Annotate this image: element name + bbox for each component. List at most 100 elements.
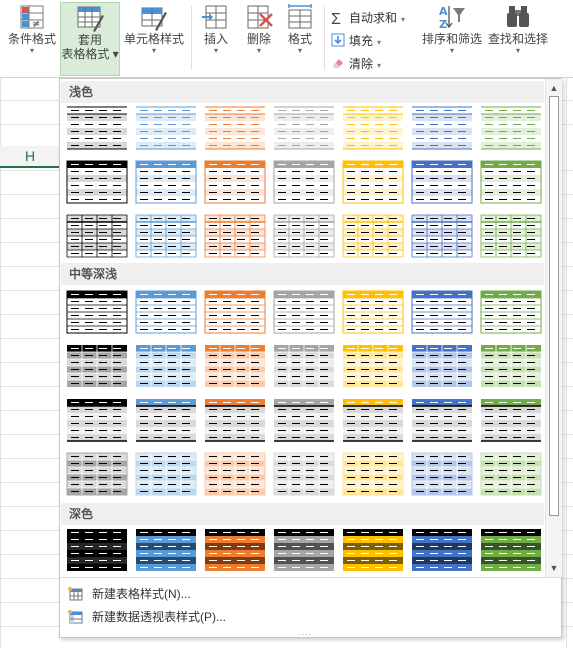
table-style-tile[interactable] (135, 527, 197, 572)
table-style-tile[interactable] (135, 159, 197, 204)
table-style-tile[interactable] (66, 527, 128, 572)
sort-filter-button[interactable]: A Z 排序和筛选 ▾ (419, 2, 485, 72)
table-style-tile[interactable] (66, 105, 128, 150)
column-header-h[interactable]: H (0, 146, 60, 168)
new-table-style-icon (68, 586, 84, 601)
table-style-tile[interactable] (342, 343, 404, 388)
table-style-tile[interactable] (480, 159, 542, 204)
gridline (0, 78, 1, 648)
table-style-tile[interactable] (411, 213, 473, 258)
table-style-tile[interactable] (204, 105, 266, 150)
insert-button[interactable]: 插入 ▾ (196, 2, 236, 72)
table-style-preview (205, 529, 265, 571)
table-style-tile[interactable] (480, 527, 542, 572)
table-style-tile[interactable] (273, 159, 335, 204)
table-style-preview (343, 345, 403, 387)
table-style-tile[interactable] (135, 343, 197, 388)
table-style-preview (205, 345, 265, 387)
table-style-tile[interactable] (480, 451, 542, 496)
table-style-tile[interactable] (135, 451, 197, 496)
table-style-tile[interactable] (204, 289, 266, 334)
autosum-button[interactable]: Σ 自动求和 ▾ (331, 8, 405, 28)
table-style-preview (205, 399, 265, 442)
conditional-format-button[interactable]: ≠ 条件格式 ▾ (4, 2, 60, 72)
table-style-tile[interactable] (273, 289, 335, 334)
table-style-tile[interactable] (411, 527, 473, 572)
table-style-tile[interactable] (342, 213, 404, 258)
clear-button[interactable]: 清除 ▾ (331, 54, 381, 74)
table-style-tile[interactable] (66, 451, 128, 496)
table-style-tile[interactable] (411, 343, 473, 388)
table-style-preview (342, 214, 404, 258)
delete-button[interactable]: 删除 ▾ (239, 2, 279, 72)
scroll-thumb[interactable] (549, 96, 559, 516)
table-style-tile[interactable] (273, 451, 335, 496)
resize-grip[interactable]: .... (298, 627, 313, 637)
format-as-table-label-2: 表格格式 ▾ (61, 47, 119, 61)
table-style-tile[interactable] (480, 343, 542, 388)
table-style-tile[interactable] (135, 397, 197, 442)
table-style-tile[interactable] (342, 451, 404, 496)
table-style-tile[interactable] (411, 159, 473, 204)
divider (191, 6, 192, 70)
table-style-tile[interactable] (411, 451, 473, 496)
table-style-tile[interactable] (66, 289, 128, 334)
table-style-tile[interactable] (135, 289, 197, 334)
table-style-tile[interactable] (273, 527, 335, 572)
format-label: 格式 (287, 32, 312, 46)
table-style-preview (204, 452, 266, 496)
section-header-light: 浅色 (61, 81, 544, 103)
scroll-up-icon[interactable]: ▲ (549, 83, 559, 93)
table-style-tile[interactable] (480, 213, 542, 258)
table-style-tile[interactable] (342, 527, 404, 572)
table-style-tile[interactable] (66, 213, 128, 258)
table-style-tile[interactable] (135, 213, 197, 258)
table-style-tile[interactable] (273, 397, 335, 442)
table-style-tile[interactable] (342, 105, 404, 150)
format-button[interactable]: 格式 ▾ (282, 2, 318, 72)
table-style-preview (273, 290, 335, 334)
table-style-tile[interactable] (480, 289, 542, 334)
table-style-tile[interactable] (273, 343, 335, 388)
table-style-preview (412, 345, 472, 387)
section-header-medium: 中等深浅 (61, 263, 544, 285)
new-table-style-menu-item[interactable]: 新建表格样式(N)... (68, 583, 548, 605)
table-style-tile[interactable] (273, 105, 335, 150)
table-style-tile[interactable] (66, 397, 128, 442)
table-style-tile[interactable] (411, 397, 473, 442)
ribbon: ≠ 条件格式 ▾ 套用 表格格式 ▾ (0, 0, 573, 78)
fill-button[interactable]: 填充 ▾ (331, 31, 381, 51)
table-style-tile[interactable] (342, 289, 404, 334)
table-style-tile[interactable] (480, 105, 542, 150)
insert-label: 插入 (203, 32, 228, 46)
table-style-tile[interactable] (204, 451, 266, 496)
table-style-tile[interactable] (66, 159, 128, 204)
table-style-tile[interactable] (204, 213, 266, 258)
table-style-preview (135, 290, 197, 334)
table-style-tile[interactable] (204, 159, 266, 204)
table-style-tile[interactable] (480, 397, 542, 442)
table-style-tile[interactable] (135, 105, 197, 150)
new-pivot-style-menu-item[interactable]: 新建数据透视表样式(P)... (68, 606, 548, 628)
cell-styles-button[interactable]: 单元格样式 ▾ (121, 2, 187, 72)
table-style-tile[interactable] (411, 105, 473, 150)
table-style-preview (481, 399, 541, 442)
table-style-tile[interactable] (411, 289, 473, 334)
gridline (566, 78, 567, 648)
table-style-preview (135, 160, 197, 204)
format-as-table-button[interactable]: 套用 表格格式 ▾ (60, 2, 120, 76)
vertical-scrollbar[interactable]: ▲ ▼ (545, 79, 562, 577)
table-style-preview (412, 529, 472, 571)
table-style-tile[interactable] (342, 159, 404, 204)
table-style-tile[interactable] (204, 397, 266, 442)
table-style-tile[interactable] (204, 343, 266, 388)
find-select-button[interactable]: 查找和选择 ▾ (486, 2, 550, 72)
table-style-tile[interactable] (273, 213, 335, 258)
table-style-tile[interactable] (204, 527, 266, 572)
table-style-tile[interactable] (342, 397, 404, 442)
table-style-preview (66, 214, 128, 258)
table-style-preview (343, 399, 403, 442)
table-style-tile[interactable] (66, 343, 128, 388)
scroll-down-icon[interactable]: ▼ (549, 563, 559, 573)
new-table-style-label: 新建表格样式(N)... (92, 587, 191, 601)
